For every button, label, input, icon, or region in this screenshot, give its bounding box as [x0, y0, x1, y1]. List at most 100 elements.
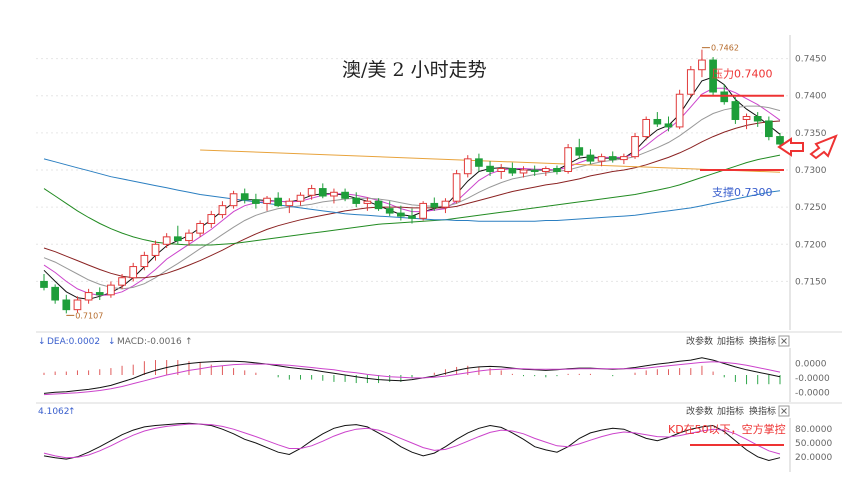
candle-body [397, 212, 405, 217]
candle [530, 165, 539, 176]
candle-body [519, 169, 528, 174]
moving-averages [43, 76, 781, 300]
candle-body [252, 199, 260, 204]
candle [252, 193, 260, 209]
candle [129, 262, 138, 282]
candle [720, 84, 729, 105]
candle-body [575, 147, 584, 156]
candle [374, 198, 383, 211]
candle [452, 170, 461, 204]
macd-arrow-icon: ↓ [108, 337, 116, 347]
candle-body [753, 116, 762, 122]
candle [185, 229, 193, 246]
macd-tick: -0.0000 [795, 388, 830, 398]
chart-title: 澳/美 2 小时走势 [342, 59, 487, 81]
close-x-icon [781, 408, 787, 414]
k-line [43, 422, 781, 462]
candle [608, 151, 617, 163]
candle-body [731, 101, 740, 120]
candle-body [363, 200, 372, 204]
candle [307, 184, 316, 200]
candle [642, 116, 651, 141]
candle-body [263, 197, 271, 204]
candle-body [51, 286, 59, 301]
candle-body [352, 197, 361, 204]
kd-close-button[interactable] [778, 405, 790, 417]
price-tick: 0.7300 [795, 166, 827, 176]
candle [631, 132, 639, 159]
candle [486, 161, 494, 176]
kd-lines [43, 422, 781, 462]
price-grid [36, 58, 790, 282]
kd-edit-params-button[interactable]: 改参数 [686, 405, 713, 417]
candle [385, 201, 394, 217]
candle-body [285, 200, 294, 207]
candle-body [107, 284, 115, 296]
ma-line-3 [43, 105, 781, 290]
candle [296, 192, 305, 206]
candle [207, 210, 216, 228]
candle-body [642, 118, 651, 138]
price-tick: 0.7350 [795, 129, 827, 139]
macd-lines [43, 357, 781, 396]
kd-annotation: KD在50以下，空方掌控 [668, 422, 786, 436]
candle [229, 190, 238, 209]
candle-body [675, 93, 684, 128]
price-tick: 0.7150 [795, 277, 827, 287]
candle-body [620, 156, 628, 161]
candle-body [608, 156, 617, 161]
candle-body [196, 222, 204, 234]
candle [118, 274, 126, 289]
direction-arrows-icon [777, 134, 838, 160]
macd-add-indicator-button[interactable]: 加指标 [717, 335, 744, 347]
candle-body [341, 191, 349, 199]
candle-body [698, 59, 706, 71]
candle-body [229, 193, 238, 207]
kd-add-indicator-button[interactable]: 加指标 [717, 405, 744, 417]
dif-line [43, 357, 781, 394]
candle-body [207, 214, 216, 224]
candle-body [274, 197, 283, 207]
candle [564, 144, 572, 174]
candle-body [162, 236, 171, 245]
candle-body [385, 208, 394, 214]
candle-body [240, 193, 249, 201]
candle-body [140, 254, 149, 268]
candle-body [530, 169, 539, 172]
candle [508, 162, 517, 176]
dea-label: DEA:0.0002 [47, 337, 100, 347]
candle-body [318, 188, 327, 197]
ma-line-4 [43, 120, 781, 279]
candle-body [586, 154, 595, 162]
candle [352, 192, 361, 208]
candle-body [330, 191, 338, 197]
macd-edit-params-button[interactable]: 改参数 [686, 335, 713, 347]
price-tick: 0.7450 [795, 55, 827, 65]
candle [218, 201, 227, 219]
dea-arrow-icon: ↓ [38, 337, 46, 347]
resistance-label: 压力0.7400 [712, 68, 773, 81]
candle [597, 153, 606, 167]
candle-body [62, 299, 71, 311]
candle [497, 164, 506, 179]
candle-body [709, 59, 717, 93]
ma-line-5 [43, 154, 781, 246]
macd-close-button[interactable] [778, 335, 790, 347]
price-tick: 0.7250 [795, 203, 827, 213]
candle [709, 57, 717, 96]
candle-body [452, 173, 461, 202]
kd-label: 4.1062 [38, 407, 70, 417]
macd-tick-labels: 0.0000 -0.0000 -0.0000 [795, 360, 830, 399]
candle [263, 196, 271, 211]
kd-panel: 4.1062 ↑ 改参数 加指标 换指标 80.0000 50.0000 20.00… [38, 405, 832, 472]
candle [62, 294, 71, 314]
macd-switch-indicator-button[interactable]: 换指标 [749, 335, 776, 347]
price-tick: 0.7200 [795, 240, 827, 250]
ma-line-2 [43, 87, 781, 297]
kd-switch-indicator-button[interactable]: 换指标 [749, 405, 776, 417]
candle-body [441, 200, 450, 208]
candle [742, 113, 751, 130]
candle-body [631, 136, 639, 158]
price-tick-labels: 0.7450 0.7400 0.7350 0.7300 0.7250 0.7200 0.71… [795, 55, 827, 288]
